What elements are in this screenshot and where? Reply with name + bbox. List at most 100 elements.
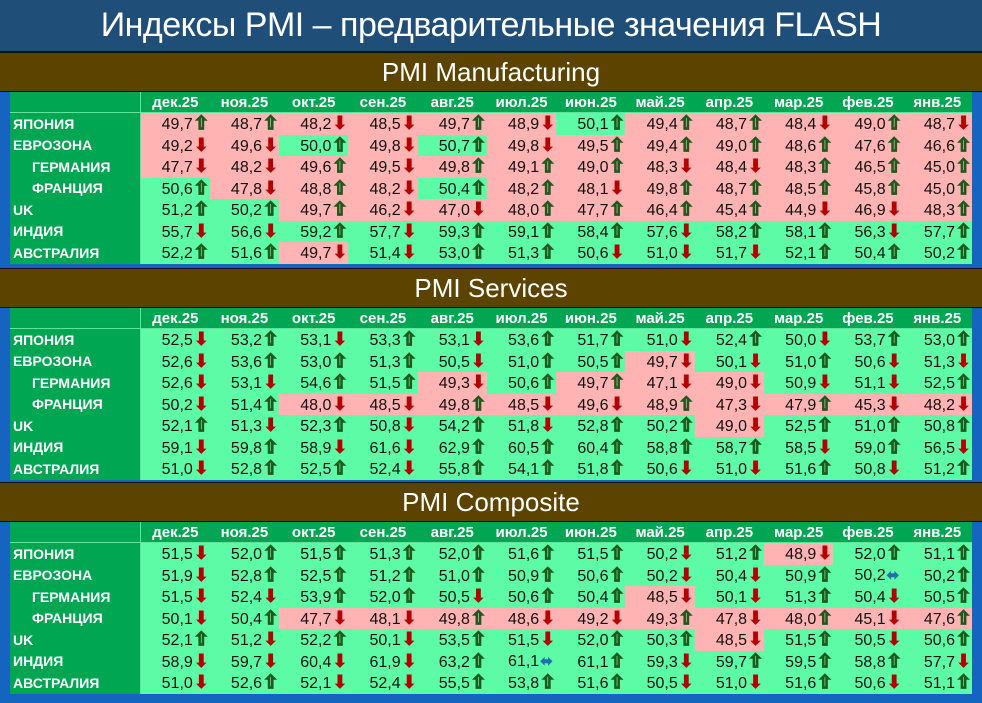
arrow-up-icon: ⇧ [263,607,279,628]
arrow-down-icon: ⬇ [332,436,348,457]
arrow-down-icon: ⬇ [886,629,902,650]
arrow-up-icon: ⇧ [817,650,833,671]
arrow-down-icon: ⬇ [748,372,764,393]
value-text: 51,2 [161,202,193,220]
value-text: 51,0 [854,418,886,436]
value-text: 47,7 [300,610,332,628]
value-cell: 48,7⬇ [902,112,972,135]
month-header: июн.25 [556,92,626,113]
month-header: ноя.25 [209,522,280,543]
value-cell: 48,2⬇ [209,156,280,178]
value-cell: 50,6⬇ [625,458,695,480]
country-label: UK [10,415,141,437]
value-cell: 52,1⇧ [140,629,210,651]
arrow-up-icon: ⇧ [263,113,279,134]
arrow-up-icon: ⇧ [401,586,417,607]
value-cell: 58,5⬇ [764,436,834,458]
value-text: 50,6 [508,589,540,607]
value-text: 50,6 [577,245,609,263]
value-cell: 58,8⇧ [625,436,695,458]
value-text: 49,0 [715,137,748,155]
section-title-manufacturing: PMI Manufacturing [0,52,982,92]
value-text: 46,9 [854,202,886,220]
month-header: дек.25 [140,522,210,543]
table-row: ГЕРМАНИЯ 52,6⬇ 53,1⬇ 54,6⇧ 51,5⇧ 49,3⬇ 50,6⇧ 49… [10,372,972,394]
arrow-down-icon: ⬇ [263,372,279,393]
value-text: 50,1 [369,632,401,650]
value-text: 51,6 [230,245,263,263]
value-cell: 51,6⇧ [209,242,280,264]
value-text: 49,5 [577,137,609,155]
value-text: 51,6 [785,675,817,693]
value-text: 49,6 [300,159,332,177]
value-text: 50,9 [785,375,817,393]
value-text: 51,5 [785,632,817,650]
pmi-table: дек.25 ноя.25 окт.25 сен.25 авг.25 июл.25 июн.… [10,308,972,480]
value-cell: 51,4⬇ [348,242,418,264]
value-cell: 58,9⬇ [279,436,349,458]
value-text: 51,1 [923,546,955,564]
value-cell: 53,5⇧ [417,629,487,651]
country-label: ЕВРОЗОНА [10,350,141,372]
country-label: ФРАНЦИЯ [10,393,141,415]
value-cell: 51,3⇧ [486,242,557,264]
value-text: 45,4 [715,202,748,220]
value-text: 50,3 [646,632,678,650]
value-cell: 48,2⬇ [279,112,349,135]
value-text: 53,6 [508,332,540,350]
value-text: 49,4 [646,116,678,134]
arrow-down-icon: ⬇ [193,372,209,393]
arrow-up-icon: ⇧ [540,329,556,350]
value-text: 63,2 [438,653,470,671]
table-row: АВСТРАЛИЯ 51,0⬇ 52,8⇧ 52,5⇧ 52,4⬇ 55,8⇧ 54,1⇧ 5… [10,458,972,480]
value-cell: 58,9⬇ [140,650,210,672]
arrow-up-icon: ⇧ [540,242,556,263]
value-cell: 50,2⬇ [625,542,695,565]
value-cell: 51,9⬇ [140,564,210,586]
value-cell: 52,0⇧ [833,542,903,565]
arrow-up-icon: ⇧ [886,177,902,198]
value-cell: 48,5⬇ [694,629,765,651]
value-text: 48,5 [508,396,540,414]
value-text: 56,3 [854,223,886,241]
value-text: 51,4 [230,396,263,414]
month-header: мар.25 [764,308,834,329]
value-text: 49,6 [577,396,609,414]
arrow-down-icon: ⬇ [470,372,486,393]
value-text: 51,0 [508,353,540,371]
arrow-up-icon: ⇧ [956,329,972,350]
value-cell: 59,5⇧ [764,650,834,672]
value-text: 48,1 [577,180,609,198]
value-text: 52,0 [369,589,401,607]
value-cell: 50,8⬇ [348,415,418,437]
value-text: 53,0 [923,332,955,350]
arrow-up-icon: ⇧ [609,564,625,585]
value-cell: 61,9⬇ [348,650,418,672]
value-cell: 58,1⇧ [764,220,834,242]
value-text: 50,1 [577,116,609,134]
month-header: окт.25 [279,92,349,113]
value-text: 45,0 [923,180,955,198]
country-label: ЯПОНИЯ [10,542,141,565]
arrow-up-icon: ⇧ [748,113,764,134]
value-text: 50,2 [646,418,678,436]
arrow-up-icon: ⇧ [748,650,764,671]
value-cell: 49,6⇧ [279,156,349,178]
arrow-up-icon: ⇧ [678,393,694,414]
value-cell: 49,0⬇ [694,415,765,437]
value-text: 51,6 [508,546,540,564]
month-header: фев.25 [833,522,903,543]
value-cell: 48,7⇧ [209,112,280,135]
value-cell: 60,4⇧ [556,436,626,458]
value-cell: 51,3⬇ [902,350,972,372]
country-label: ГЕРМАНИЯ [10,372,141,394]
table-row: ЕВРОЗОНА 52,6⬇ 53,6⇧ 53,0⇧ 51,3⇧ 50,5⬇ 51,0⇧ 50… [10,350,972,372]
value-cell: 57,7⇧ [902,220,972,242]
month-header: дек.25 [140,308,210,329]
arrow-up-icon: ⇧ [886,156,902,177]
value-cell: 50,2⬇ [625,564,695,586]
value-cell: 50,6⇧ [486,586,557,608]
arrow-up-icon: ⇧ [470,134,486,155]
arrow-up-icon: ⇧ [263,199,279,220]
month-header: авг.25 [417,308,487,329]
